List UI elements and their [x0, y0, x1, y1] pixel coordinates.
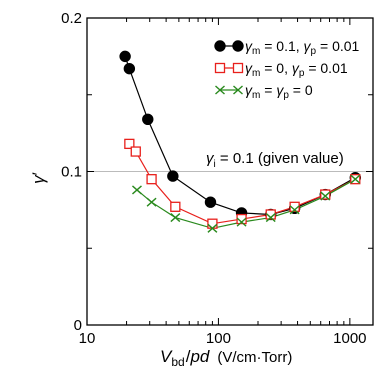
legend-text-1: γm = 0, γp = 0.01	[245, 60, 348, 79]
data-point-s2-2	[170, 213, 181, 223]
legend-2-s2: p	[283, 90, 289, 101]
legend: γm = 0.1, γp = 0.01 γm = 0, γp = 0.01 γm…	[214, 38, 360, 101]
legend-1-t2: = 0.01	[304, 60, 347, 76]
xlabel-slash: /	[186, 347, 191, 366]
legend-1-s2: p	[299, 68, 305, 79]
data-point-s2-8	[350, 174, 361, 184]
ref-sub: i	[214, 159, 216, 170]
data-point-s1-2	[146, 174, 157, 185]
legend-entry-0: γm = 0.1, γp = 0.01	[214, 38, 360, 57]
legend-0-g1: γ	[245, 38, 253, 54]
legend-marker-right	[233, 85, 243, 95]
data-point-s0-4	[204, 196, 217, 208]
y-tick-label: 0.1	[61, 164, 82, 181]
legend-2-t2: = 0	[289, 82, 313, 98]
y-axis-ticks: 0 0.1 0.2	[61, 10, 373, 334]
legend-entry-1: γm = 0, γp = 0.01	[214, 60, 348, 79]
xlabel-sub: bd	[171, 355, 184, 369]
x-tick-label: 1000	[333, 330, 366, 347]
legend-entry-2: γm = γp = 0	[215, 82, 313, 101]
legend-marker-right	[232, 40, 244, 52]
data-point-s1-0	[124, 138, 135, 150]
data-point-s0-3	[167, 170, 179, 182]
legend-swatch-2	[215, 85, 243, 95]
data-point-s2-1	[146, 197, 157, 207]
legend-marker-right	[232, 62, 244, 74]
x-tick-label: 10	[79, 330, 96, 347]
x-tick-label: 100	[206, 330, 231, 347]
legend-0-t1: = 0.1,	[260, 38, 303, 54]
legend-0-t2: = 0.01	[316, 38, 359, 54]
legend-0-s1: m	[252, 46, 260, 57]
legend-text-0: γm = 0.1, γp = 0.01	[245, 38, 360, 57]
y-tick-label: 0.2	[61, 10, 82, 27]
legend-0-s2: p	[311, 46, 317, 57]
ref-gamma: γ	[206, 150, 215, 167]
ylabel-prime: ′	[29, 172, 48, 175]
data-point-s2-4	[236, 217, 247, 227]
legend-marker-left	[215, 85, 225, 95]
xlabel-units: (V/cm·Torr)	[217, 349, 292, 366]
legend-text-2: γm = γp = 0	[245, 82, 313, 101]
legend-2-g1: γ	[245, 82, 253, 98]
data-point-s2-7	[320, 191, 331, 201]
series-layer	[119, 50, 361, 233]
y-axis-label: γ′	[29, 172, 48, 184]
data-point-s1-3	[170, 201, 181, 212]
data-point-s0-0	[119, 50, 131, 63]
legend-marker-left	[214, 62, 226, 74]
legend-1-g2: γ	[292, 60, 300, 76]
legend-swatch-0	[214, 40, 244, 52]
legend-2-t1: =	[260, 82, 276, 98]
legend-2-g2: γ	[276, 82, 284, 98]
x-axis-ticks: 10 100 1000	[79, 18, 367, 347]
series-line-1	[128, 143, 356, 225]
data-point-s1-8	[320, 189, 331, 200]
xlabel-v: V	[160, 347, 173, 366]
ref-rest: = 0.1 (given value)	[216, 150, 344, 167]
legend-1-g1: γ	[245, 60, 253, 76]
data-point-s2-5	[265, 213, 276, 223]
ylabel-main: γ	[29, 174, 48, 184]
data-point-s0-2	[142, 113, 154, 126]
reference-line-label: γi = 0.1 (given value)	[206, 150, 344, 170]
legend-1-t1: = 0,	[260, 60, 292, 76]
legend-1-s1: m	[252, 68, 260, 79]
data-point-s2-3	[207, 223, 218, 233]
data-point-s2-0	[132, 185, 142, 195]
data-point-s2-6	[289, 205, 300, 215]
legend-2-s1: m	[252, 90, 260, 101]
data-point-s0-1	[123, 62, 136, 75]
x-axis-label: Vbd/pd (V/cm·Torr)	[160, 347, 292, 369]
xlabel-pd: pd	[189, 347, 209, 366]
data-point-s1-1	[130, 146, 141, 157]
series-line-0	[124, 56, 356, 216]
legend-0-g2: γ	[304, 38, 312, 54]
legend-marker-left	[214, 40, 226, 52]
legend-swatch-1	[214, 62, 244, 74]
y-tick-label: 0	[74, 317, 82, 334]
data-point-s1-4	[207, 218, 218, 229]
